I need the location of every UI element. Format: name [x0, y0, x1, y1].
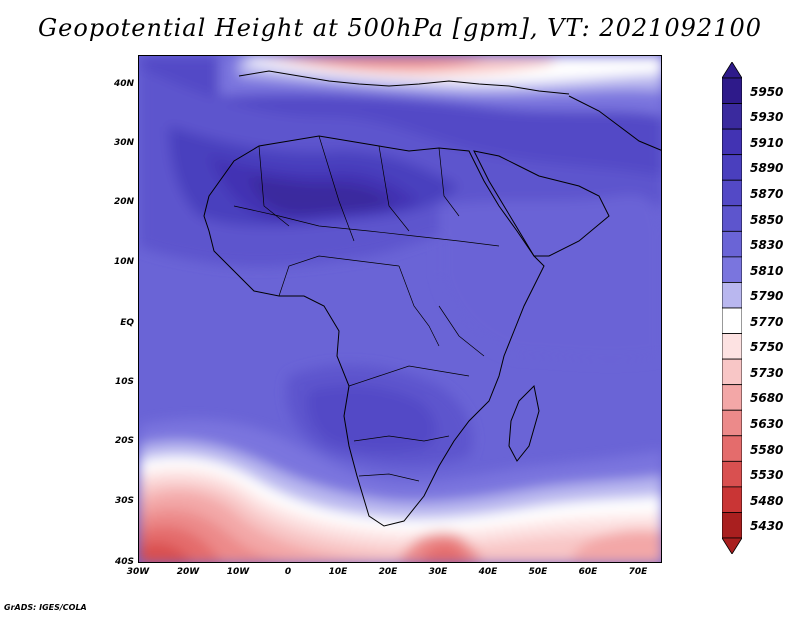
lon-tick-label: 50E	[528, 567, 548, 577]
colorbar-level-label: 5850	[750, 213, 784, 227]
colorbar-swatch	[722, 230, 742, 258]
lat-tick-label: 20N	[113, 197, 134, 207]
colorbar-level-label: 5950	[750, 85, 784, 99]
colorbar-swatch	[722, 282, 742, 309]
colorbar-swatch	[722, 486, 742, 513]
colorbar-bottom-arrow	[722, 537, 742, 554]
colorbar-swatch	[722, 179, 742, 207]
lon-tick-label: 60E	[578, 567, 598, 577]
colorbar-level-label: 5810	[750, 264, 784, 278]
lon-tick-label: 10W	[226, 567, 250, 577]
lon-tick-label: 70E	[628, 567, 648, 577]
colorbar-swatch	[722, 512, 742, 539]
colorbar-swatch	[722, 128, 742, 156]
colorbar-swatch	[722, 256, 742, 283]
lat-tick-label: 40N	[113, 79, 134, 89]
grads-credit: GrADS: IGES/COLA	[4, 603, 87, 612]
lon-tick-label: 40E	[478, 567, 498, 577]
colorbar-level-label: 5910	[750, 136, 784, 150]
colorbar-level-label: 5930	[750, 110, 784, 124]
country-borders	[233, 135, 500, 482]
colorbar-swatch	[722, 103, 742, 130]
lat-tick-label: 20S	[114, 436, 134, 446]
colorbar-level-label: 5480	[750, 494, 784, 508]
colorbar-swatch	[722, 154, 742, 181]
lon-tick-label: 20W	[176, 567, 200, 577]
colorbar-swatch	[722, 333, 742, 360]
colorbar-top-arrow	[722, 62, 742, 79]
colorbar-swatch	[722, 384, 742, 411]
chart-title: Geopotential Height at 500hPa [gpm], VT:…	[38, 14, 762, 42]
colorbar-swatch	[722, 435, 742, 462]
colorbar-level-label: 5680	[750, 391, 784, 405]
lat-tick-label: 10S	[114, 377, 134, 387]
colorbar-swatch	[722, 358, 742, 386]
lat-tick-label: EQ	[120, 318, 134, 328]
geopotential-field	[139, 56, 661, 562]
colorbar-level-label: 5770	[750, 315, 784, 329]
lat-tick-label: 10N	[113, 257, 134, 267]
colorbar-level-label: 5750	[750, 340, 784, 354]
colorbar-swatch	[722, 205, 742, 232]
colorbar-level-label: 5630	[750, 417, 784, 431]
lon-tick-label: 0	[284, 567, 292, 577]
colorbar-swatch	[722, 460, 742, 488]
colorbar-level-label: 5790	[750, 289, 784, 303]
lon-tick-label: 20E	[378, 567, 398, 577]
lat-tick-label: 40S	[114, 557, 134, 567]
map-plot-area	[138, 55, 662, 563]
colorbar-level-label: 5530	[750, 468, 784, 482]
colorbar-level-label: 5830	[750, 238, 784, 252]
field-contours	[139, 56, 661, 562]
colorbar-level-label: 5870	[750, 187, 784, 201]
colorbar-level-label: 5430	[750, 519, 784, 533]
colorbar-level-label: 5730	[750, 366, 784, 380]
lat-tick-label: 30S	[114, 496, 134, 506]
colorbar-level-label: 5580	[750, 443, 784, 457]
coastlines	[203, 70, 661, 527]
lat-tick-label: 30N	[113, 138, 134, 148]
lon-tick-label: 10E	[328, 567, 348, 577]
lon-tick-label: 30W	[126, 567, 150, 577]
colorbar-level-label: 5890	[750, 161, 784, 175]
colorbar	[722, 62, 742, 554]
colorbar-swatch	[722, 77, 742, 104]
lon-tick-label: 30E	[428, 567, 448, 577]
colorbar-swatch	[722, 307, 742, 334]
colorbar-swatch	[722, 409, 742, 437]
